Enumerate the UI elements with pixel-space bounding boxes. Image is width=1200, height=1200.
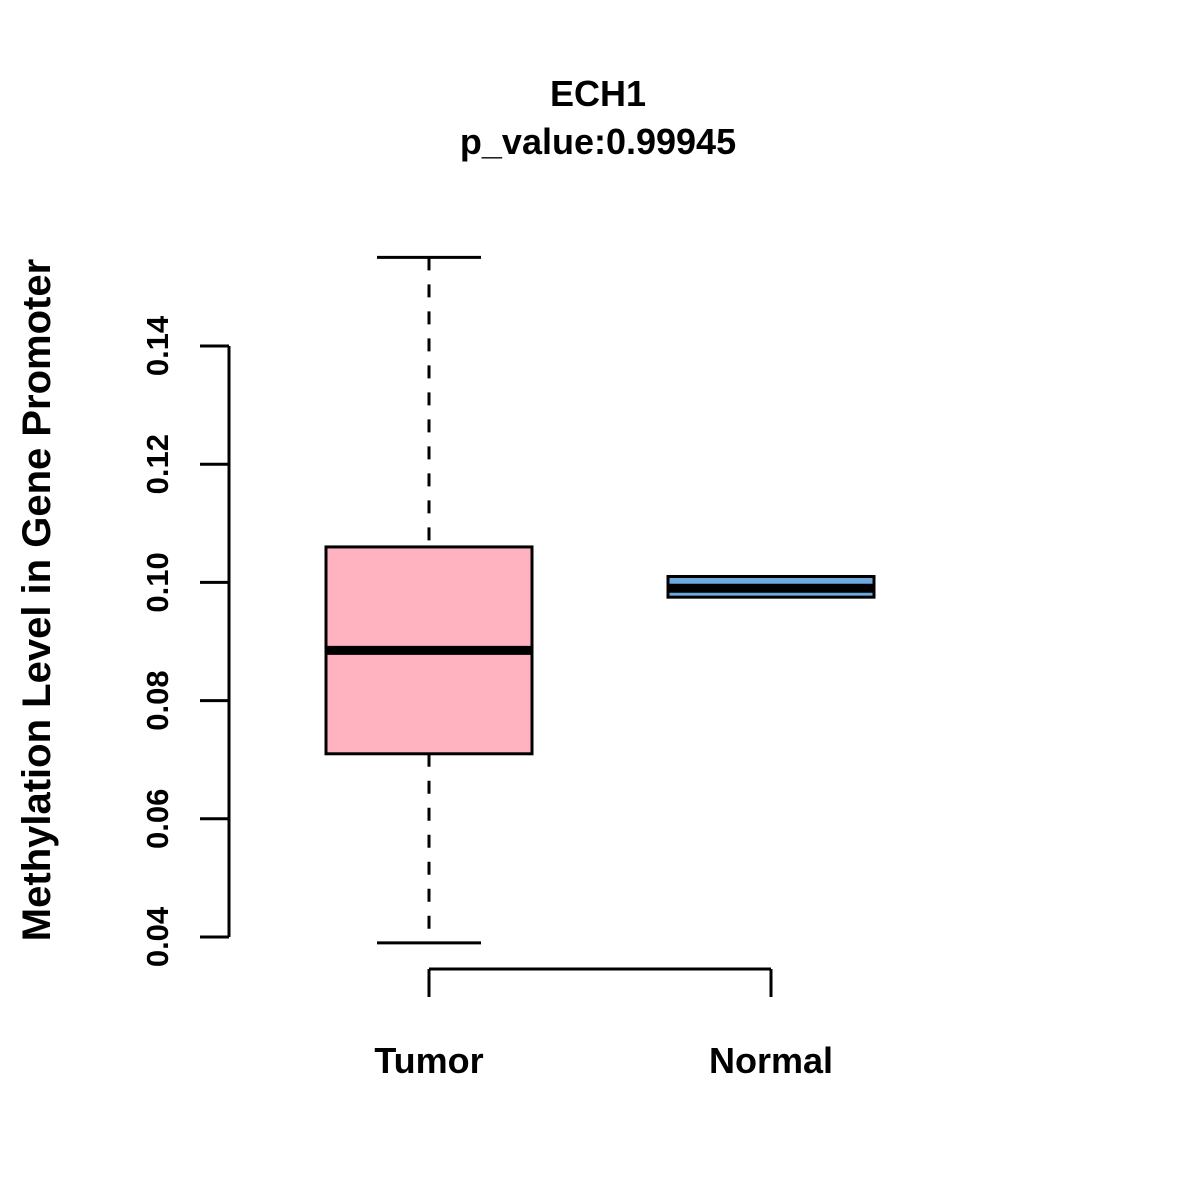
y-axis: 0.04 0.06 0.08 0.10 0.12 0.14: [140, 315, 231, 967]
box-series: [324, 255, 876, 945]
y-axis-tick-label: 0.12: [140, 434, 175, 494]
y-axis-tick-label: 0.08: [140, 670, 175, 730]
y-axis-tick-label: 0.06: [140, 789, 175, 849]
x-axis: [427, 967, 773, 997]
y-axis-label: Methylation Level in Gene Promoter: [15, 259, 59, 941]
y-axis-tick-label: 0.04: [140, 906, 175, 967]
chart-subtitle-pvalue: p_value:0.99945: [460, 121, 736, 162]
y-axis-tick-label: 0.10: [140, 552, 175, 612]
x-category-label-tumor: Tumor: [374, 1040, 483, 1081]
x-category-label-normal: Normal: [709, 1040, 833, 1081]
y-axis-tick-label: 0.14: [140, 315, 175, 376]
chart-title: ECH1: [550, 73, 646, 114]
